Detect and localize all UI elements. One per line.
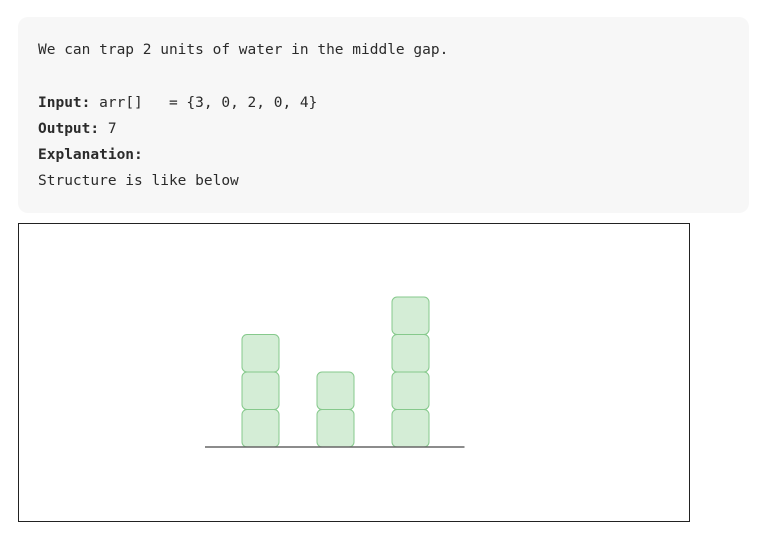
- input-label: Input:: [38, 95, 91, 111]
- output-label: Output:: [38, 121, 100, 137]
- block-col2-level1: [316, 409, 355, 448]
- output-value: 7: [107, 121, 117, 137]
- output-line: Output: 7: [38, 119, 117, 139]
- explanation-label: Explanation:: [38, 147, 143, 163]
- explanation-text: Structure is like below: [38, 173, 239, 189]
- block-col0-level2: [241, 371, 280, 410]
- block-col4-level1: [391, 409, 430, 448]
- block-col4-level2: [391, 371, 430, 410]
- block-col2-level2: [316, 371, 355, 410]
- block-col0-level1: [241, 409, 280, 448]
- block-col4-level3: [391, 334, 430, 373]
- block-col4-level4: [391, 296, 430, 335]
- structure-figure: [18, 223, 690, 522]
- input-value: arr[] = {3, 0, 2, 0, 4}: [99, 95, 318, 111]
- input-line: Input: arr[] = {3, 0, 2, 0, 4}: [38, 93, 317, 113]
- structure-diagram: [205, 296, 465, 448]
- block-col0-level3: [241, 334, 280, 373]
- intro-text: We can trap 2 units of water in the midd…: [38, 42, 449, 58]
- code-block: We can trap 2 units of water in the midd…: [18, 17, 749, 213]
